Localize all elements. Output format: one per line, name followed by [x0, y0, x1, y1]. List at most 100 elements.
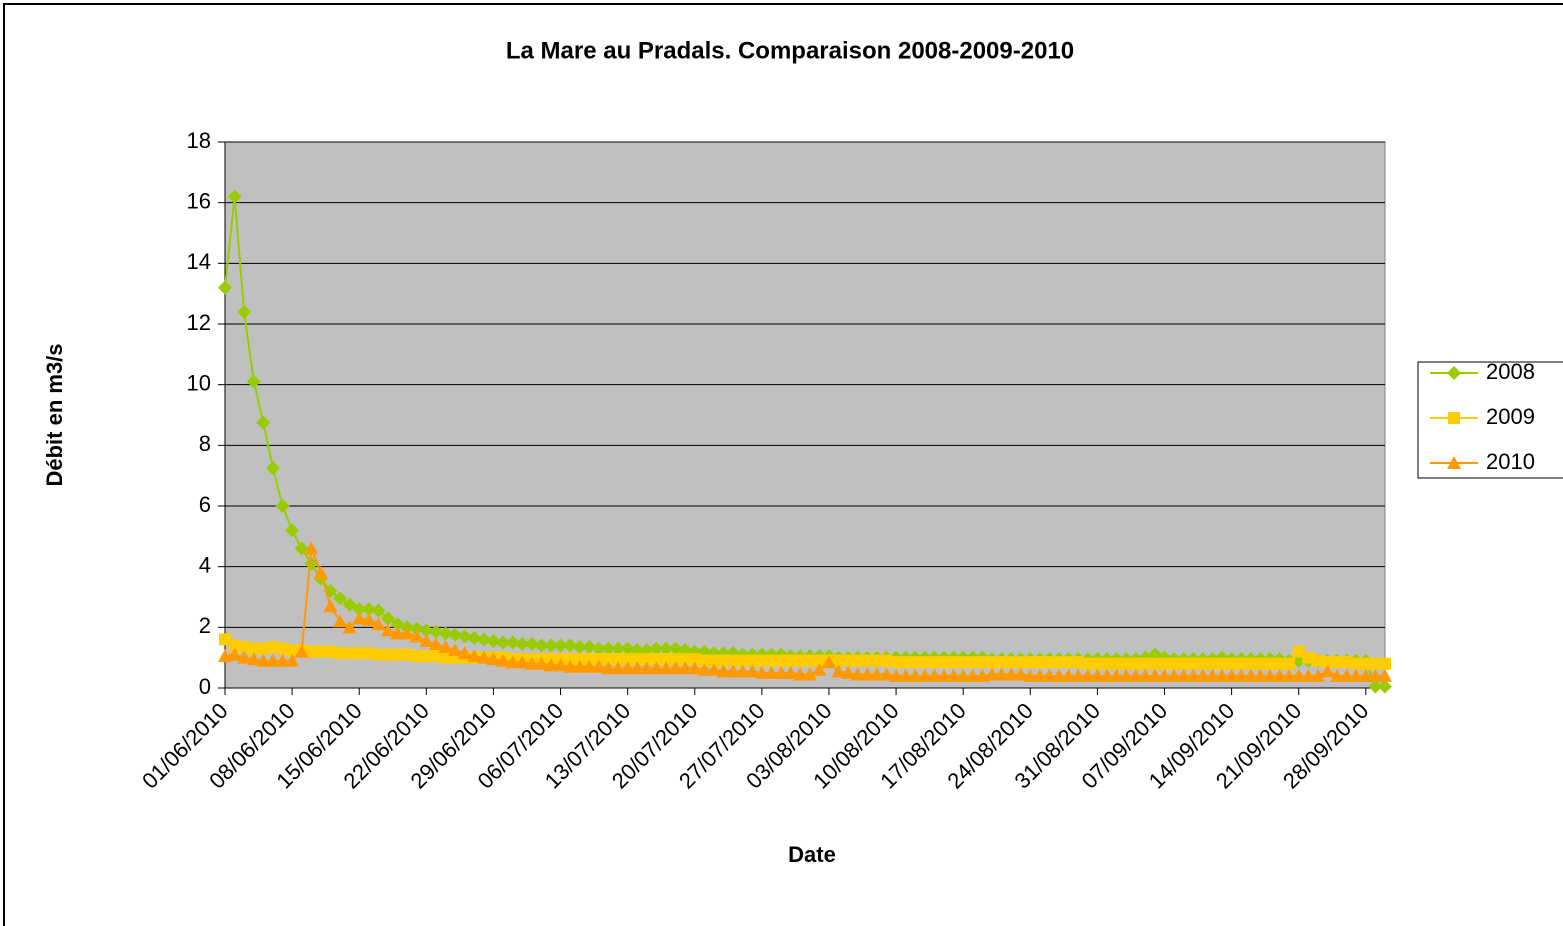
- data-point: [409, 621, 424, 636]
- data-point: [735, 664, 750, 678]
- data-point: [275, 499, 290, 513]
- data-point: [1004, 667, 1019, 681]
- data-point: [1099, 668, 1114, 682]
- data-point: [1043, 656, 1056, 669]
- data-point: [765, 654, 778, 667]
- data-point: [937, 668, 952, 682]
- data-point: [631, 653, 644, 666]
- data-point: [889, 668, 904, 682]
- data-point: [563, 638, 578, 653]
- data-point: [917, 668, 932, 682]
- data-point: [1168, 657, 1181, 670]
- data-point: [994, 667, 1009, 681]
- data-point: [668, 661, 683, 675]
- data-point: [457, 629, 472, 644]
- data-point: [1254, 657, 1267, 670]
- data-point: [1330, 668, 1345, 682]
- legend-label: 2010: [1486, 449, 1535, 474]
- data-point: [371, 617, 386, 631]
- data-point: [754, 665, 769, 679]
- data-point: [265, 653, 280, 667]
- data-point: [227, 189, 242, 204]
- data-point: [909, 656, 922, 669]
- data-point: [256, 653, 271, 667]
- data-point: [534, 656, 549, 670]
- data-point: [755, 654, 768, 667]
- data-point: [946, 668, 961, 682]
- data-point: [812, 662, 827, 676]
- data-point: [1176, 668, 1191, 682]
- data-point: [649, 641, 664, 656]
- data-point: [476, 650, 491, 664]
- data-point: [1090, 668, 1105, 682]
- data-point: [1331, 656, 1344, 669]
- data-point: [572, 659, 587, 673]
- data-point: [371, 603, 386, 618]
- legend-marker: [1447, 456, 1461, 469]
- data-point: [353, 647, 366, 660]
- data-point: [1032, 668, 1047, 682]
- data-point: [219, 633, 231, 646]
- data-point: [515, 655, 530, 669]
- data-point: [505, 655, 520, 669]
- y-tick-label: 14: [187, 249, 211, 274]
- legend-label: 2008: [1486, 359, 1535, 384]
- data-point: [985, 656, 998, 669]
- data-point: [803, 654, 816, 667]
- data-point: [573, 653, 586, 666]
- data-point: [841, 665, 856, 679]
- data-point: [1244, 657, 1257, 670]
- data-point: [1042, 668, 1057, 682]
- data-point: [1081, 657, 1094, 670]
- data-point: [601, 641, 616, 656]
- data-point: [1129, 657, 1142, 670]
- data-point: [304, 556, 319, 571]
- data-point: [1109, 668, 1124, 682]
- data-point: [1310, 668, 1325, 682]
- data-point: [486, 652, 501, 666]
- data-point: [880, 654, 893, 667]
- data-point: [1368, 679, 1383, 694]
- data-point: [256, 415, 271, 430]
- data-point: [1177, 657, 1190, 670]
- data-point: [1014, 656, 1027, 669]
- data-point: [698, 654, 711, 667]
- data-point: [621, 653, 634, 666]
- data-point: [1110, 657, 1123, 670]
- data-point: [553, 638, 568, 653]
- data-point: [361, 602, 376, 617]
- data-point: [928, 656, 941, 669]
- data-point: [534, 638, 549, 653]
- data-point: [908, 668, 923, 682]
- data-point: [1080, 668, 1095, 682]
- data-point: [314, 645, 327, 658]
- data-point: [918, 656, 931, 669]
- data-point: [390, 626, 405, 640]
- data-point: [650, 653, 663, 666]
- data-point: [429, 650, 442, 663]
- data-point: [1321, 656, 1334, 669]
- data-point: [439, 651, 452, 664]
- data-point: [1148, 657, 1161, 670]
- data-point: [391, 648, 404, 661]
- data-point: [956, 668, 971, 682]
- data-point: [524, 637, 539, 652]
- data-point: [832, 654, 845, 667]
- data-point: [1205, 668, 1220, 682]
- data-point: [793, 667, 808, 681]
- data-point: [572, 640, 587, 655]
- data-point: [965, 668, 980, 682]
- data-point: [1072, 656, 1085, 669]
- data-point: [334, 647, 347, 660]
- data-point: [564, 653, 577, 666]
- y-tick-label: 2: [199, 613, 211, 638]
- data-point: [1340, 656, 1353, 669]
- data-point: [218, 649, 232, 663]
- data-point: [333, 614, 348, 628]
- y-tick-label: 16: [187, 188, 211, 213]
- data-point: [448, 643, 463, 657]
- data-point: [938, 656, 951, 669]
- data-point: [582, 659, 597, 673]
- data-point: [1359, 657, 1372, 670]
- data-point: [323, 599, 338, 613]
